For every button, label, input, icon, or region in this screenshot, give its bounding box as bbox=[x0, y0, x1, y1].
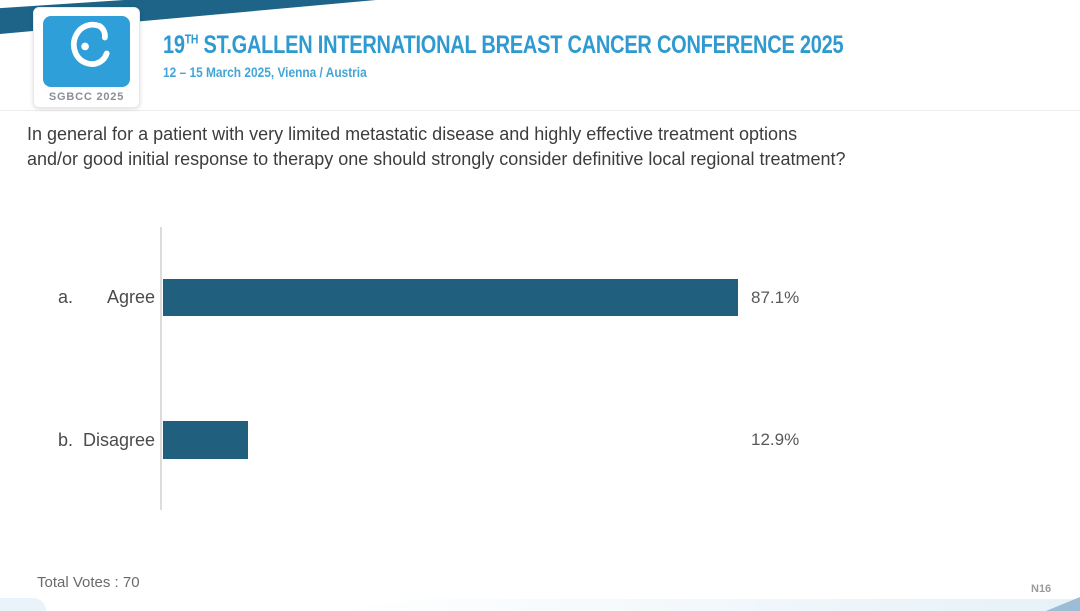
header-title-block: 19TH ST.GALLEN INTERNATIONAL BREAST CANC… bbox=[163, 31, 1014, 80]
sgbcc-logo: SGBCC 2025 bbox=[33, 7, 140, 108]
poll-question-line2: and/or good initial response to therapy … bbox=[27, 149, 846, 169]
option-text: Agree bbox=[106, 287, 155, 307]
poll-question: In general for a patient with very limit… bbox=[27, 122, 1017, 172]
percentage-agree: 87.1% bbox=[751, 287, 800, 307]
poll-question-line1: In general for a patient with very limit… bbox=[27, 124, 798, 144]
slide-code: N16 bbox=[1031, 583, 1052, 595]
option-letter: b. bbox=[58, 429, 74, 450]
option-letter: a. bbox=[58, 287, 74, 307]
option-label-disagree: b. Disagree bbox=[58, 421, 155, 459]
option-label-agree: a. Agree bbox=[58, 279, 155, 316]
sgbcc-logo-square bbox=[43, 16, 130, 87]
percentage-disagree: 12.9% bbox=[751, 430, 800, 449]
sgbcc-logo-caption: SGBCC 2025 bbox=[48, 91, 125, 103]
bar-agree bbox=[163, 279, 738, 316]
conference-title: 19TH ST.GALLEN INTERNATIONAL BREAST CANC… bbox=[163, 31, 844, 59]
sgbcc-ribbon-icon bbox=[55, 21, 119, 82]
total-votes: Total Votes : 70 bbox=[37, 574, 140, 591]
chart-axis-line bbox=[160, 227, 162, 510]
header-divider bbox=[0, 110, 1080, 111]
poll-result-row-agree: a. Agree 87.1% bbox=[0, 279, 1080, 316]
bottom-wave-decoration bbox=[330, 599, 1080, 611]
poll-result-row-disagree: b. Disagree 12.9% bbox=[0, 421, 1080, 459]
title-ordinal-suffix: TH bbox=[184, 31, 199, 47]
conference-date-location: 12 – 15 March 2025, Vienna / Austria bbox=[163, 64, 367, 80]
bar-disagree bbox=[163, 421, 248, 459]
option-text: Disagree bbox=[82, 429, 155, 450]
bottom-left-wave-decoration bbox=[0, 598, 46, 611]
